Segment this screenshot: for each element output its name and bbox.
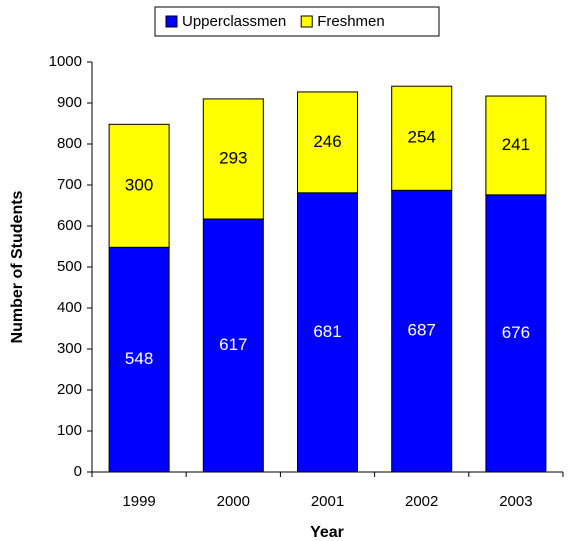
y-tick-label: 800 xyxy=(57,135,82,152)
bar xyxy=(108,246,170,473)
legend-swatch xyxy=(300,15,313,28)
y-tick-label: 200 xyxy=(57,381,82,398)
legend-label: Freshmen xyxy=(317,13,385,30)
y-tick-label: 400 xyxy=(57,299,82,316)
y-axis-label: Number of Students xyxy=(9,190,26,343)
data-label: 293 xyxy=(219,148,247,167)
data-label: 548 xyxy=(125,349,153,368)
data-label: 687 xyxy=(408,321,436,340)
x-tick-label: 1999 xyxy=(122,493,155,510)
data-label: 300 xyxy=(125,175,153,194)
bar xyxy=(108,123,170,248)
y-tick-label: 300 xyxy=(57,340,82,357)
bar xyxy=(297,91,358,194)
y-tick-label: 900 xyxy=(57,94,82,111)
x-tick-label: 2001 xyxy=(311,493,344,510)
data-label: 681 xyxy=(313,322,341,341)
y-tick-label: 100 xyxy=(57,422,82,439)
bar xyxy=(202,218,264,473)
legend-label: Upperclassmen xyxy=(182,13,286,30)
legend-box xyxy=(154,6,440,37)
bar xyxy=(485,95,547,196)
x-tick-label: 2000 xyxy=(217,493,250,510)
x-tick-label: 2003 xyxy=(499,493,532,510)
bar xyxy=(391,85,453,191)
data-label: 254 xyxy=(408,128,436,147)
y-tick-label: 600 xyxy=(57,217,82,234)
y-tick-label: 700 xyxy=(57,176,82,193)
data-label: 676 xyxy=(502,323,530,342)
bar xyxy=(202,98,264,220)
data-label: 617 xyxy=(219,335,247,354)
data-label: 246 xyxy=(313,132,341,151)
bar xyxy=(391,189,453,473)
data-label: 241 xyxy=(502,135,530,154)
y-tick-label: 1000 xyxy=(49,53,82,70)
y-tick-label: 0 xyxy=(74,463,82,480)
bar xyxy=(297,192,358,473)
legend-swatch xyxy=(165,15,178,28)
x-axis-label: Year xyxy=(310,524,344,541)
y-tick-label: 500 xyxy=(57,258,82,275)
x-tick-label: 2002 xyxy=(405,493,438,510)
